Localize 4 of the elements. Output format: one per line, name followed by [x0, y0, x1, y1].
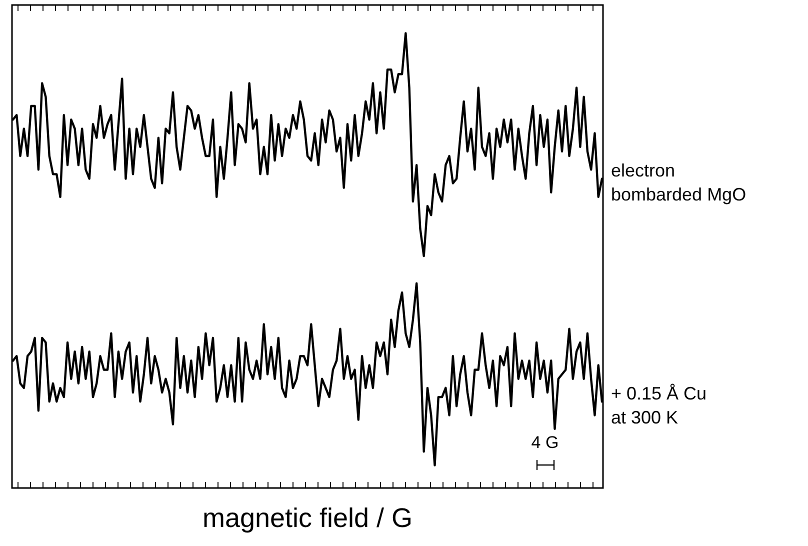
x-axis-title: magnetic field / G: [202, 503, 413, 533]
series-label: + 0.15 Å Cu at 300 K: [611, 384, 707, 428]
annotation: 4 G: [531, 433, 559, 452]
series-label: electron bombarded MgO: [611, 160, 746, 205]
